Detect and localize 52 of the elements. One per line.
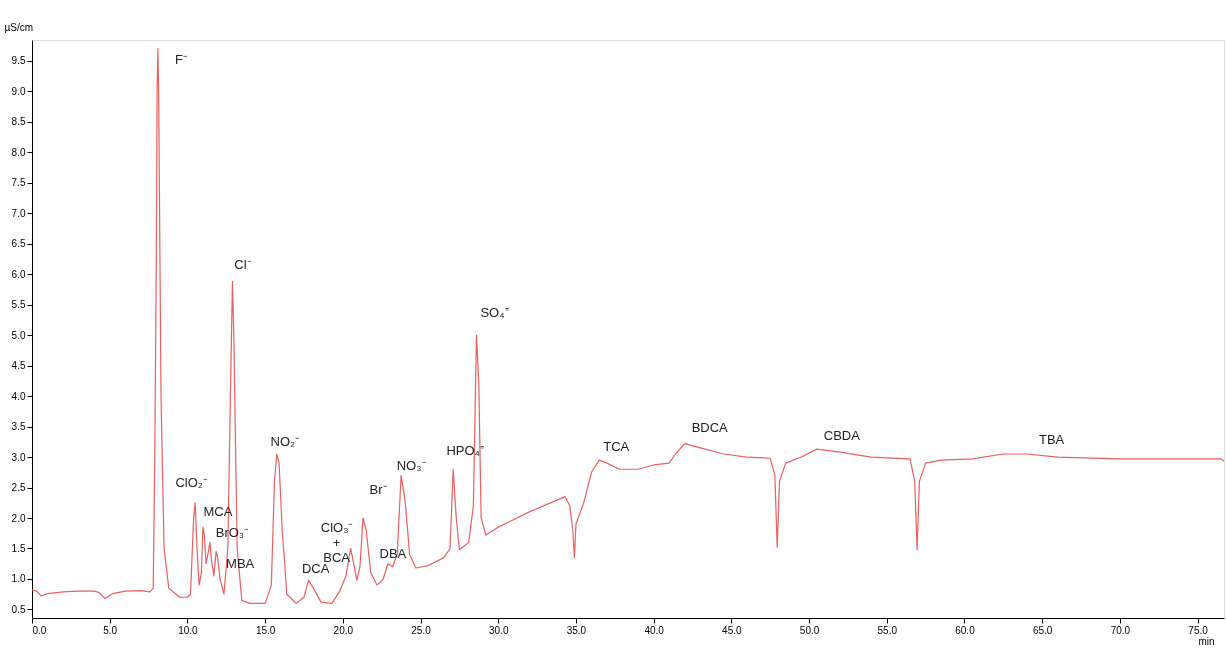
y-tick-label: 9.5 <box>11 55 26 67</box>
x-tick-label: 70.0 <box>1110 624 1131 636</box>
x-tick-label: 25.0 <box>411 624 432 636</box>
y-tick-label: 3.5 <box>11 421 26 433</box>
y-tick-label: 7.5 <box>11 177 26 189</box>
y-tick-label: 0.5 <box>11 603 26 615</box>
annotation: CBDA <box>823 428 861 444</box>
y-tick-label: 6.5 <box>11 238 26 250</box>
annotation: SO₄⁼ <box>480 305 509 321</box>
annotation: Cl⁻ <box>234 257 251 273</box>
y-tick-label: 2.5 <box>11 482 26 494</box>
annotation: NO₂⁻ <box>270 433 300 449</box>
x-tick-label: 10.0 <box>178 624 199 636</box>
x-tick-label: 55.0 <box>877 624 898 636</box>
y-tick-label: 8.5 <box>11 116 26 128</box>
y-tick-label: 1.5 <box>11 542 26 554</box>
annotation: DCA <box>301 561 330 577</box>
annotation: Br⁻ <box>369 482 387 498</box>
annotation: BrO₃⁻ <box>215 525 249 541</box>
y-tick-label: 9.0 <box>11 85 26 97</box>
y-tick-label: 2.0 <box>11 512 26 524</box>
x-tick-label: 75.0 <box>1188 624 1209 636</box>
x-tick-label: 50.0 <box>799 624 820 636</box>
x-tick-label: 65.0 <box>1032 624 1053 636</box>
x-tick-label: 5.0 <box>103 624 118 636</box>
x-tick-label: 0.0 <box>32 624 47 636</box>
x-tick-label: 60.0 <box>955 624 976 636</box>
y-tick-label: 3.0 <box>11 451 26 463</box>
y-tick-label: 8.0 <box>11 146 26 158</box>
y-tick-label: 5.0 <box>11 329 26 341</box>
y-tick-label: 5.5 <box>11 299 26 311</box>
y-tick-label: 6.0 <box>11 268 26 280</box>
annotation: NO₃⁻ <box>396 458 426 474</box>
x-tick-label: 20.0 <box>333 624 354 636</box>
x-tick-label: 40.0 <box>644 624 665 636</box>
x-tick-label: 30.0 <box>489 624 509 636</box>
x-axis-title: min <box>1198 635 1215 647</box>
annotation: BDCA <box>691 419 729 435</box>
annotation: F⁻ <box>174 51 187 67</box>
y-tick-label: 4.5 <box>11 360 26 372</box>
y-tick-label: 1.0 <box>11 573 26 585</box>
line-series <box>32 47 1224 604</box>
x-tick-label: 35.0 <box>566 624 587 636</box>
y-tick-label: 7.0 <box>11 207 26 219</box>
x-tick-label: 15.0 <box>255 624 276 636</box>
annotation: TBA <box>1038 431 1065 447</box>
y-axis-title: µS/cm <box>4 21 34 33</box>
annotation: TCA <box>603 439 630 455</box>
annotation: ClO₂⁻ <box>175 474 207 490</box>
annotation: DBA <box>379 545 407 561</box>
x-tick-label: 45.0 <box>722 624 743 636</box>
y-tick-label: 4.0 <box>11 390 26 402</box>
